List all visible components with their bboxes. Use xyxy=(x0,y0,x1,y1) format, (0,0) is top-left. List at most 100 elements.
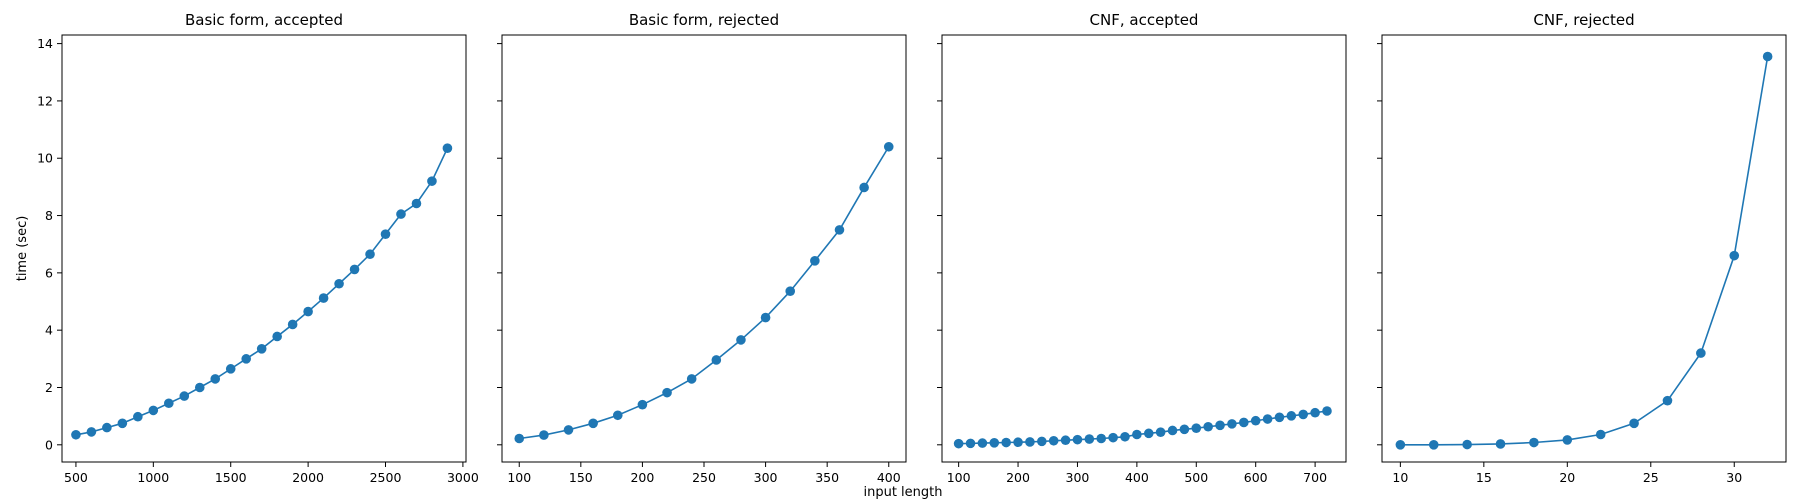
data-point xyxy=(133,411,143,422)
data-point xyxy=(1495,439,1506,449)
data-point xyxy=(1215,420,1225,431)
x-tick-label: 400 xyxy=(1125,470,1149,485)
data-point xyxy=(194,382,205,393)
data-point xyxy=(1084,434,1095,444)
axes-frame xyxy=(501,34,907,463)
data-point xyxy=(1395,440,1406,450)
x-axis-label: input length xyxy=(863,485,942,500)
data-point xyxy=(256,344,267,354)
data-point xyxy=(834,225,845,235)
axes-frame xyxy=(1381,34,1787,463)
data-point xyxy=(1274,412,1285,423)
data-point xyxy=(563,425,574,435)
data-point xyxy=(711,355,722,365)
data-point xyxy=(1120,431,1130,442)
data-point xyxy=(86,427,97,437)
x-tick-label: 1000 xyxy=(137,470,169,485)
data-point xyxy=(1239,417,1249,428)
data-point xyxy=(1262,414,1273,424)
data-point xyxy=(1562,435,1573,445)
x-tick-label: 25 xyxy=(1643,470,1659,485)
data-point xyxy=(1629,418,1639,429)
data-point xyxy=(965,438,976,449)
data-point xyxy=(883,141,894,152)
data-point xyxy=(1729,250,1740,261)
subplot-4: CNF, rejected 10 15 20 25 30 xyxy=(1377,11,1787,485)
data-point xyxy=(588,418,598,429)
data-point xyxy=(977,438,988,448)
x-tick-label: 10 xyxy=(1392,470,1408,485)
series-line xyxy=(75,147,449,436)
data-point xyxy=(1013,437,1023,448)
x-tick-label: 300 xyxy=(754,470,778,485)
x-tick-label: 100 xyxy=(507,470,531,485)
data-point xyxy=(365,249,375,260)
data-point xyxy=(1179,424,1190,435)
data-point xyxy=(272,331,282,342)
data-point xyxy=(1762,51,1773,62)
x-tick-label: 700 xyxy=(1303,470,1327,485)
x-tick-label: 400 xyxy=(877,470,901,485)
data-point xyxy=(1250,415,1261,426)
data-point xyxy=(760,312,771,323)
x-tick-label: 250 xyxy=(692,470,716,485)
data-point xyxy=(179,391,190,401)
y-tick-label: 6 xyxy=(45,265,53,280)
data-point xyxy=(1696,348,1706,358)
data-point xyxy=(380,229,391,239)
axes-frame xyxy=(941,34,1347,463)
x-tick-label: 1500 xyxy=(215,470,247,485)
series-line xyxy=(519,146,890,440)
axes-frame xyxy=(61,34,467,463)
data-point xyxy=(637,399,648,410)
data-point xyxy=(1428,440,1439,450)
data-point xyxy=(164,398,174,409)
subplot-title: CNF, rejected xyxy=(1533,11,1634,29)
y-tick-label: 14 xyxy=(37,36,53,51)
data-point xyxy=(1037,436,1047,447)
data-point xyxy=(514,433,525,444)
y-tick-label: 4 xyxy=(45,323,53,338)
x-tick-label: 30 xyxy=(1726,470,1742,485)
x-tick-label: 100 xyxy=(947,470,971,485)
x-tick-label: 500 xyxy=(1184,470,1208,485)
data-point xyxy=(427,176,437,186)
data-point xyxy=(736,335,746,345)
data-point xyxy=(334,278,344,289)
subplot-2: Basic form, rejected 100 150 200 250 300 350 40… xyxy=(497,11,907,485)
data-point xyxy=(1227,419,1237,429)
data-point xyxy=(1167,425,1178,436)
x-tick-label: 300 xyxy=(1066,470,1090,485)
data-point xyxy=(1048,435,1059,446)
x-tick-label: 350 xyxy=(815,470,839,485)
y-tick-label: 8 xyxy=(45,208,53,223)
data-point xyxy=(241,354,251,364)
data-point xyxy=(785,286,796,297)
data-point xyxy=(1529,437,1539,448)
data-point xyxy=(1191,423,1202,433)
y-tick-label: 0 xyxy=(45,437,53,452)
x-tick-label: 600 xyxy=(1244,470,1268,485)
x-tick-label: 200 xyxy=(1006,470,1030,485)
data-point xyxy=(117,418,128,429)
data-point xyxy=(1298,409,1309,420)
x-tick-label: 150 xyxy=(569,470,593,485)
data-point xyxy=(1310,407,1320,418)
data-point xyxy=(1595,429,1606,440)
data-point xyxy=(989,437,1000,448)
data-point xyxy=(1132,429,1142,440)
data-point xyxy=(1462,439,1472,450)
subplot-title: Basic form, rejected xyxy=(629,11,779,29)
data-point xyxy=(1001,437,1011,448)
data-point xyxy=(210,374,221,384)
subplot-title: CNF, accepted xyxy=(1090,11,1199,29)
series-line xyxy=(958,410,1328,445)
data-point xyxy=(1203,421,1213,432)
series-line xyxy=(1400,56,1769,446)
data-point xyxy=(1072,434,1083,445)
data-point xyxy=(686,374,697,384)
data-point xyxy=(442,143,453,153)
x-tick-label: 2500 xyxy=(370,470,402,485)
data-point xyxy=(303,306,313,317)
